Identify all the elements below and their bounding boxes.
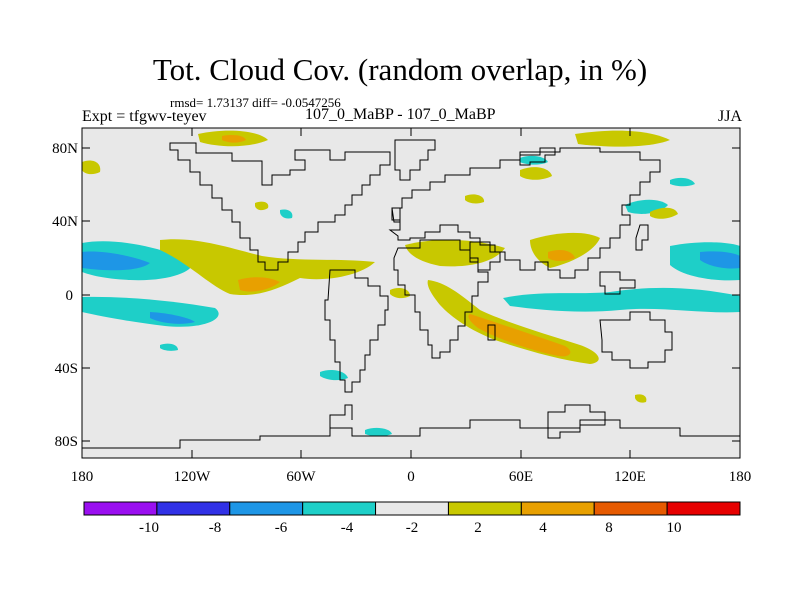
stats-line: rmsd= 1.73137 diff= -0.0547256 [170, 95, 341, 110]
lon-label-120w: 120W [174, 469, 212, 485]
colorbar-label-8: 8 [605, 520, 613, 536]
colorbar-label-6: 2 [474, 520, 482, 536]
anomaly-blob-pos-o [465, 194, 485, 204]
coastline-antarctica [82, 419, 740, 449]
colorbar-box-3 [229, 501, 304, 516]
anomaly-blob-pos-a [160, 239, 375, 296]
anomaly-blob-pos-b [238, 277, 280, 292]
tick-marks [81, 128, 741, 458]
coastline-eurasia [388, 147, 661, 279]
anomaly-blob-pos-p [255, 201, 269, 211]
lat-label-40n: 40N [52, 214, 78, 230]
colorbar: -10 -8 -6 -4 -2 2 4 8 10 [83, 501, 741, 536]
lat-label-0: 0 [66, 288, 74, 304]
anomaly-blob-neg-g [503, 287, 740, 313]
anomaly-blob-pos-f [530, 232, 600, 268]
anomaly-blob-neg-d [150, 312, 195, 324]
colorbar-label-2: -8 [209, 520, 222, 536]
anomaly-blob-neg-n [160, 343, 178, 351]
coastline-arabia [469, 241, 501, 271]
colorbar-label-1: -10 [139, 520, 159, 536]
anomaly-blob-pos-m [650, 207, 678, 219]
coastline-south-america [324, 269, 389, 393]
lon-label-0: 0 [407, 469, 415, 485]
anomaly-blob-pos-c [405, 239, 505, 267]
lat-label-80n: 80N [52, 141, 78, 157]
coastlines [82, 139, 740, 449]
season-label: JJA [717, 108, 742, 125]
coastline-japan [635, 224, 649, 251]
colorbar-box-6 [447, 501, 522, 516]
map-panel: 80N 40N 0 40S 80S 180 120W 60W 0 60E 120… [52, 127, 752, 485]
anomaly-field [82, 130, 740, 437]
coastline-antarctic-peninsula [329, 404, 353, 428]
comparison-label: 107_0_MaBP - 107_0_MaBP [305, 106, 496, 123]
anomaly-blob-neg-b [82, 251, 150, 271]
anomaly-blob-neg-l [365, 427, 392, 437]
colorbar-box-4 [302, 501, 377, 516]
colorbar-label-5: -2 [406, 520, 419, 536]
anomaly-blob-pos-l [520, 167, 552, 180]
colorbar-label-7: 4 [539, 520, 547, 536]
colorbar-label-4: -4 [341, 520, 354, 536]
colorbar-box-5 [375, 501, 449, 516]
lon-label-180w: 180 [71, 469, 94, 485]
coastline-ross-shelf [547, 404, 606, 439]
plot-title: Tot. Cloud Cov. (random overlap, in %) [152, 52, 648, 87]
colorbar-box-9 [666, 501, 741, 516]
lon-label-60w: 60W [286, 469, 316, 485]
anomaly-blob-pos-j [575, 130, 670, 147]
coastline-uk [391, 207, 401, 223]
coastline-north-america [169, 142, 391, 271]
experiment-label: Expt = tfgwv-teyev [82, 108, 207, 125]
anomaly-blob-pos-g [548, 250, 575, 261]
colorbar-box-1 [83, 501, 158, 516]
anomaly-blob-neg-j [670, 177, 695, 187]
anomaly-blob-neg-f [700, 251, 740, 269]
anomaly-blob-neg-k [320, 370, 348, 381]
lat-label-40s: 40S [55, 361, 78, 377]
coastline-madagascar [487, 324, 496, 341]
lat-label-80s: 80S [55, 434, 78, 450]
coastline-greenland [394, 139, 436, 181]
anomaly-blob-pos-i [222, 135, 246, 143]
colorbar-box-8 [593, 501, 668, 516]
anomaly-blob-pos-k [82, 160, 101, 175]
anomaly-blob-pos-q [635, 394, 647, 403]
colorbar-box-2 [156, 501, 231, 516]
coastline-australia [599, 311, 673, 369]
lon-label-60e: 60E [509, 469, 533, 485]
colorbar-box-7 [520, 501, 595, 516]
coastline-africa [393, 239, 489, 359]
coastline-arctic-islands [519, 147, 556, 166]
colorbar-label-3: -6 [275, 520, 288, 536]
lon-label-180e: 180 [729, 469, 752, 485]
lon-label-120e: 120E [614, 469, 646, 485]
coastline-se-asia [599, 271, 636, 295]
colorbar-label-9: 10 [667, 520, 682, 536]
anomaly-blob-neg-o [280, 209, 293, 219]
